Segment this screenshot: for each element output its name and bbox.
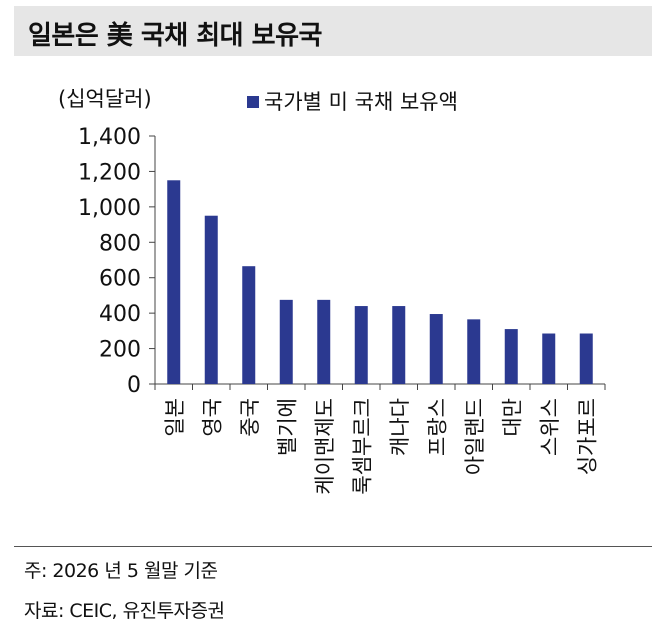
bar-chart: (십억달러) 국가별 미 국채 보유액 0 200 400 600 800 1,000 1,20… xyxy=(0,56,666,536)
bar xyxy=(167,180,181,384)
bar xyxy=(204,215,218,384)
footnote: 주: 2026 년 5 월말 기준 xyxy=(24,560,218,582)
footer-divider xyxy=(14,546,652,547)
y-tick-label: 0 xyxy=(127,373,141,398)
x-tick-label: 중국 xyxy=(238,398,262,437)
bar xyxy=(467,319,481,384)
y-tick-label: 600 xyxy=(99,267,141,292)
y-unit-label: (십억달러) xyxy=(58,87,152,111)
y-tick-label: 1,000 xyxy=(78,196,141,221)
x-tick-label: 벨기에 xyxy=(275,398,299,456)
x-tick-label: 싱가포르 xyxy=(575,398,599,475)
bar xyxy=(242,266,256,384)
x-tick-label: 프랑스 xyxy=(425,398,449,456)
bar xyxy=(392,306,406,384)
legend-swatch xyxy=(247,96,259,108)
y-tick-label: 400 xyxy=(99,302,141,327)
bar xyxy=(354,306,368,384)
x-tick-label: 캐나다 xyxy=(388,398,412,456)
x-tick-label: 케이맨제도 xyxy=(313,398,337,495)
chart-svg: (십억달러) 국가별 미 국채 보유액 0 200 400 600 800 1,000 1,20… xyxy=(58,87,606,495)
y-tick-label: 800 xyxy=(99,231,141,256)
x-tick-label: 영국 xyxy=(200,398,224,437)
bar xyxy=(429,314,443,384)
bar xyxy=(504,329,518,384)
x-tick-label: 룩셈부르크 xyxy=(350,398,374,495)
x-tick-label: 대만 xyxy=(500,398,524,437)
source-note: 자료: CEIC, 유진투자증권 xyxy=(24,600,225,622)
bar xyxy=(542,333,556,384)
page-title: 일본은 美 국채 최대 보유국 xyxy=(28,21,322,51)
bar xyxy=(579,333,593,384)
y-tick-label: 1,200 xyxy=(78,160,141,185)
x-tick-label: 스위스 xyxy=(538,398,562,456)
y-tick-label: 1,400 xyxy=(78,125,141,150)
title-bar: 일본은 美 국채 최대 보유국 xyxy=(14,6,652,56)
legend-label: 국가별 미 국채 보유액 xyxy=(264,90,458,114)
y-tick-label: 200 xyxy=(99,338,141,363)
x-tick-label: 아일랜드 xyxy=(463,398,487,475)
x-tick-label: 일본 xyxy=(163,398,187,437)
bar xyxy=(317,299,331,384)
bar xyxy=(279,299,293,384)
